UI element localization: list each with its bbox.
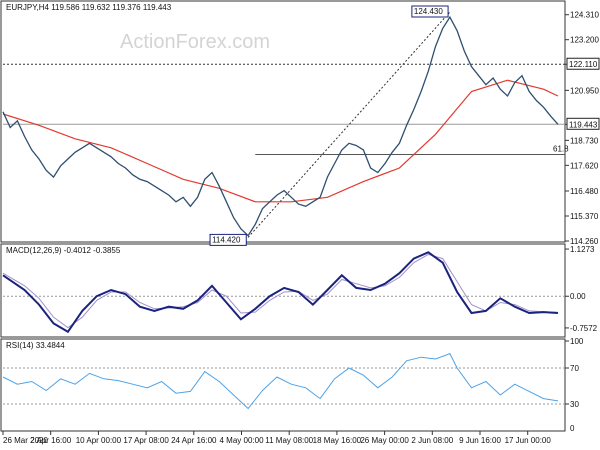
macd-tick-label: 0.00 [570,292,586,301]
macd-signal-line [2,253,559,329]
rsi-line [2,352,559,410]
price-tick-label: 116.480 [570,187,599,196]
current-price-label: 119.443 [569,120,598,129]
rsi-panel-title: RSI(14) 33.4844 [6,341,65,350]
macd-layer [2,251,565,334]
x-tick-label: 10 Apr 00:00 [76,436,122,445]
price-tick-label: 120.950 [570,86,599,95]
macd-main-line [2,251,559,334]
current-price-label-box [566,117,600,130]
rsi-tick-label: 0 [570,424,575,433]
rally-trendline [247,11,451,238]
x-tick-label: 2 Apr 16:00 [30,436,71,445]
swing-high-label-box [411,5,449,18]
rsi-layer [2,352,565,410]
x-tick-label: 18 May 16:00 [313,436,362,445]
macd-tick-label: 1.1273 [570,245,595,254]
swing-high-label: 124.430 [414,7,443,16]
price-tick-label: 123.200 [570,36,599,45]
x-tick-label: 26 May 00:00 [360,436,409,445]
price-tick-label: 115.370 [570,212,599,221]
swing-low-label-box [209,233,247,246]
price-panel-frame [0,0,566,243]
resistance-price-label: 122.110 [569,60,598,69]
price-layer: 61.8 124.430 114.420 [2,5,569,246]
rsi-tick-label: 70 [570,364,579,373]
price-tick-label: 124.310 [570,11,599,20]
price-panel-title: EURJPY,H4 119.586 119.632 119.376 119.44… [6,3,172,12]
x-tick-label: 11 May 08:00 [265,436,313,445]
rsi-tick-label: 30 [570,400,579,409]
moving-average-line [2,79,559,203]
price-tick-label: 117.620 [570,161,599,170]
price-tick-label: 118.730 [570,136,599,145]
x-tick-label: 9 Jun 16:00 [459,436,501,445]
x-tick-label: 24 Apr 16:00 [171,436,217,445]
macd-tick-label: -0.7572 [570,324,598,333]
axis-layer: 124.310 123.200 122.110 120.950 119.443 118.7… [2,11,600,445]
x-tick-label: 4 May 00:00 [219,436,264,445]
rsi-panel-frame [0,338,566,432]
x-tick-label: 2 Jun 08:00 [411,436,453,445]
swing-low-label: 114.420 [212,235,241,244]
fib-618-label: 61.8 [553,145,569,154]
rsi-tick-label: 100 [570,337,584,346]
price-line [2,15,559,237]
x-tick-label: 26 Mar 2020 [3,436,48,445]
resistance-price-label-box [566,57,600,70]
watermark: ActionForex.com [120,31,270,53]
price-tick-label: 114.260 [570,237,599,246]
x-tick-label: 17 Jun 00:00 [505,436,552,445]
macd-panel-title: MACD(12,26,9) -0.4012 -0.3855 [6,246,121,255]
x-tick-label: 17 Apr 08:00 [123,436,169,445]
macd-panel-frame [0,243,566,338]
